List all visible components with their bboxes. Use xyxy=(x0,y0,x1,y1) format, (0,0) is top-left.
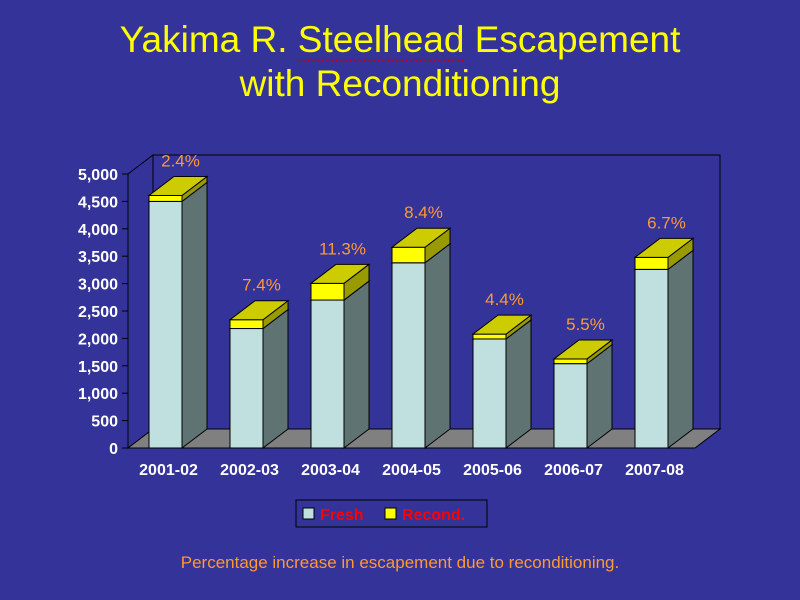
bar-recond xyxy=(633,237,695,271)
legend: Fresh Recond. xyxy=(295,499,488,528)
percent-data-label: 6.7% xyxy=(647,213,686,232)
bar-recond xyxy=(552,338,614,365)
y-tick-label: 5,000 xyxy=(78,167,118,184)
y-tick-label: 2,000 xyxy=(78,331,118,348)
bar-fresh xyxy=(633,249,695,450)
bar-recond xyxy=(228,299,290,330)
bar-recond xyxy=(471,314,533,340)
bar-recond-front xyxy=(310,282,345,301)
y-tick-label: 3,000 xyxy=(78,277,118,294)
bar-recond-top xyxy=(633,237,695,258)
title-prefix: Yakima R. xyxy=(119,19,298,60)
y-tick-label: 1,500 xyxy=(78,359,118,376)
legend-swatch-recond xyxy=(384,507,397,520)
y-tick-label: 4,500 xyxy=(78,194,118,211)
bar-fresh-front xyxy=(553,363,588,449)
bar-fresh-front xyxy=(310,299,345,449)
y-tick-label: 0 xyxy=(109,441,118,458)
bar-recond-front xyxy=(148,194,183,202)
x-category-label: 2003-04 xyxy=(301,462,360,479)
bar-recond-front xyxy=(634,256,669,270)
bar-fresh-side xyxy=(667,249,694,450)
legend-swatch-fresh xyxy=(302,507,315,520)
x-category-label: 2006-07 xyxy=(544,462,603,479)
y-tick-label: 3,500 xyxy=(78,249,118,266)
bar-recond-top xyxy=(147,175,209,196)
bar-fresh-front xyxy=(472,338,507,449)
bar-recond xyxy=(390,227,452,264)
bar-fresh-side xyxy=(424,242,451,450)
bar-fresh-side xyxy=(343,280,370,450)
percent-data-label: 4.4% xyxy=(485,290,524,309)
bar-fresh xyxy=(309,280,371,450)
percent-data-label: 2.4% xyxy=(161,151,200,170)
bar-recond xyxy=(309,263,371,302)
bar-recond-front xyxy=(229,319,264,330)
title-line-2: with Reconditioning xyxy=(239,63,561,104)
bar-fresh xyxy=(228,308,290,450)
bar-recond-front xyxy=(472,333,507,340)
legend-box xyxy=(295,499,488,528)
bar-recond xyxy=(147,175,209,203)
bar-fresh-front xyxy=(391,262,426,449)
bar-recond-top xyxy=(471,314,533,335)
bar-fresh-front xyxy=(148,200,183,449)
bar-fresh-side xyxy=(181,181,208,450)
bar-fresh-side xyxy=(262,308,289,450)
x-category-label: 2005-06 xyxy=(463,462,522,479)
bar-fresh-front xyxy=(634,268,669,449)
y-tick-label: 1,000 xyxy=(78,386,118,403)
y-tick-label: 4,000 xyxy=(78,222,118,239)
y-tick-label: 500 xyxy=(91,414,118,431)
y-tick-label: 2,500 xyxy=(78,304,118,321)
percent-data-label: 7.4% xyxy=(242,276,281,295)
chart-title: Yakima R. Steelhead Escapement with Reco… xyxy=(20,18,780,106)
bar-fresh-front xyxy=(229,328,264,449)
bar-recond-top xyxy=(390,227,452,248)
title-spellcheck-word: Steelhead xyxy=(297,19,465,60)
bar-fresh xyxy=(147,181,209,450)
bar-fresh xyxy=(390,242,452,450)
legend-label-recond: Recond. xyxy=(402,507,465,524)
percent-data-label: 11.3% xyxy=(319,239,366,258)
x-category-label: 2004-05 xyxy=(382,462,441,479)
percent-data-label: 5.5% xyxy=(566,315,605,334)
x-category-label: 2002-03 xyxy=(220,462,279,479)
bar-fresh-side xyxy=(505,318,532,450)
chart-caption: Percentage increase in escapement due to… xyxy=(180,553,620,572)
bar-recond-top xyxy=(228,300,290,321)
bar-recond-front xyxy=(553,358,588,365)
title-suffix: Escapement xyxy=(464,19,681,60)
legend-label-fresh: Fresh xyxy=(320,507,364,524)
bar-recond-top xyxy=(552,339,614,360)
x-category-label: 2001-02 xyxy=(139,462,198,479)
x-category-label: 2007-08 xyxy=(625,462,684,479)
title-line-1: Yakima R. Steelhead Escapement xyxy=(20,18,780,62)
bar-recond-top xyxy=(309,263,371,284)
bar-recond-front xyxy=(391,246,426,264)
percent-data-label: 8.4% xyxy=(404,203,443,222)
